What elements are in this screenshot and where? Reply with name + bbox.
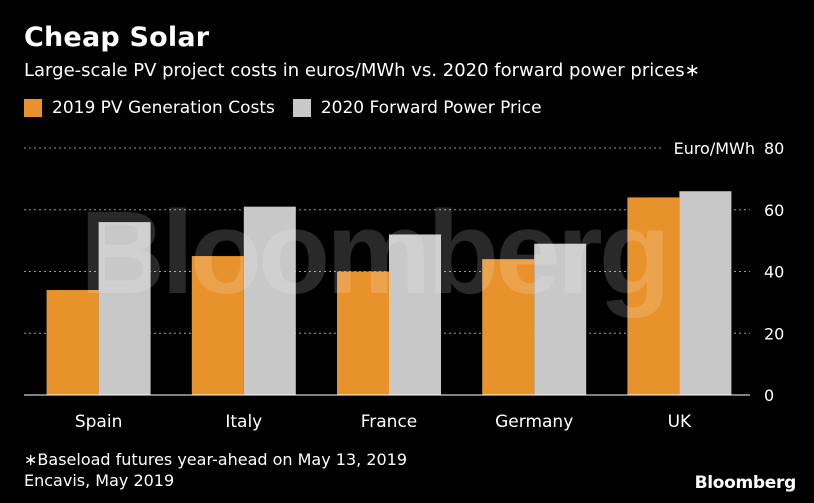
y-tick-label: 20 xyxy=(764,324,784,343)
footnote-note: ∗Baseload futures year-ahead on May 13, … xyxy=(24,450,408,469)
x-tick-label: UK xyxy=(668,412,692,432)
bar-forward-price xyxy=(389,234,441,395)
y-axis-label: Euro/MWh xyxy=(674,139,755,158)
footnote: ∗Baseload futures year-ahead on May 13, … xyxy=(24,449,407,491)
bar-pv-costs xyxy=(46,290,99,395)
chart-subtitle: Large-scale PV project costs in euros/MW… xyxy=(24,60,700,81)
bar-pv-costs xyxy=(337,271,389,395)
x-tick-label: Spain xyxy=(75,412,123,432)
y-tick-label: 80 xyxy=(764,139,784,158)
legend-label-forward-price: 2020 Forward Power Price xyxy=(320,98,542,118)
bar-pv-costs xyxy=(191,256,244,395)
legend-item-pv-costs: 2019 PV Generation Costs xyxy=(24,98,275,118)
y-tick-label: 0 xyxy=(764,386,774,405)
legend-swatch-forward-price xyxy=(292,99,311,117)
bar-forward-price xyxy=(98,222,151,395)
bar-pv-costs xyxy=(627,197,680,395)
legend-swatch-pv-costs xyxy=(24,99,42,117)
legend: 2019 PV Generation Costs 2020 Forward Po… xyxy=(24,98,560,118)
x-tick-label: Italy xyxy=(225,412,262,432)
bar-forward-price xyxy=(679,191,732,395)
bar-forward-price xyxy=(534,243,587,395)
legend-label-pv-costs: 2019 PV Generation Costs xyxy=(52,98,275,118)
bar-forward-price xyxy=(243,206,296,395)
footnote-source: Encavis, May 2019 xyxy=(24,471,175,490)
legend-item-forward-price: 2020 Forward Power Price xyxy=(292,98,542,118)
bar-pv-costs xyxy=(482,259,535,395)
y-tick-label: 60 xyxy=(764,201,784,220)
bloomberg-logo: Bloomberg xyxy=(694,473,797,493)
x-tick-label: France xyxy=(361,412,418,432)
y-tick-label: 40 xyxy=(764,263,784,282)
chart-title: Cheap Solar xyxy=(24,22,210,53)
x-tick-label: Germany xyxy=(495,412,573,432)
